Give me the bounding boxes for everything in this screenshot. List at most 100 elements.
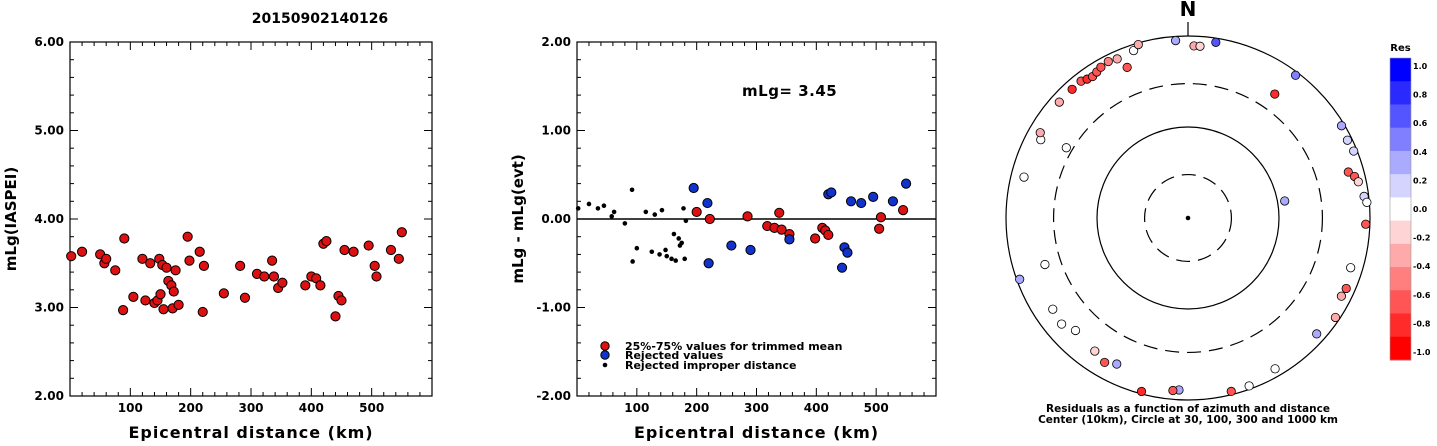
station-point — [1061, 143, 1071, 153]
data-point — [742, 211, 753, 222]
station-point — [1096, 62, 1106, 72]
data-point — [194, 246, 205, 257]
station-point — [1343, 167, 1353, 177]
data-point — [76, 246, 88, 257]
station-point — [1168, 385, 1178, 396]
data-point — [784, 234, 795, 245]
data-point — [363, 240, 374, 251]
station-point — [1103, 56, 1113, 67]
x-tick-label: 100 — [624, 401, 649, 415]
x-axis-label: Epicentral distance (km) — [634, 423, 879, 441]
data-point — [575, 206, 581, 211]
data-point — [683, 218, 689, 224]
data-point — [664, 253, 670, 259]
x-axis-label: Epicentral distance (km) — [128, 423, 373, 441]
range-ring — [1143, 173, 1233, 263]
data-point — [842, 247, 853, 258]
station-point — [1048, 304, 1058, 314]
x-tick-label: 400 — [804, 401, 829, 415]
data-point — [348, 246, 359, 257]
station-point — [1336, 121, 1347, 131]
station-point — [1330, 312, 1341, 323]
x-tick-label: 100 — [118, 401, 143, 415]
data-point — [688, 182, 699, 194]
data-point — [679, 240, 685, 246]
station-point — [1129, 45, 1139, 56]
data-point — [663, 247, 668, 253]
station-point — [1280, 196, 1290, 206]
data-point — [300, 280, 311, 291]
data-point — [197, 306, 208, 318]
x-tick-label: 500 — [359, 401, 384, 415]
station-point — [1290, 70, 1301, 80]
data-point — [158, 304, 169, 315]
y-tick-label: 3.00 — [34, 301, 64, 315]
data-point — [184, 255, 195, 266]
colorbar-title: Res — [1390, 43, 1410, 54]
colorbar-tick-label: -0.2 — [1413, 234, 1431, 243]
x-tick-label: 200 — [178, 401, 203, 415]
residual-panel: 100 200 300 400 500 2.00 1.00 0.00 -1.00 -2.00 Epi… — [509, 35, 937, 442]
data-point — [145, 258, 156, 269]
station-point — [1133, 40, 1143, 50]
y-tick-label: 2.00 — [541, 35, 571, 49]
data-point — [669, 256, 674, 262]
station-point — [1070, 325, 1081, 336]
colorbar-tick-label: 1.0 — [1413, 62, 1428, 71]
caption-line: Residuals as a function of azimuth and d… — [1046, 403, 1330, 415]
data-point — [745, 244, 756, 256]
y-tick-label: 2.00 — [34, 389, 64, 403]
data-point — [673, 258, 679, 263]
x-tick-label: 200 — [684, 401, 709, 415]
azimuth-panel: N Residuals as a function of azimuth and … — [1005, 0, 1372, 426]
colorbar-segment — [1390, 290, 1411, 315]
station-point — [1341, 283, 1351, 294]
range-ring — [1005, 35, 1371, 401]
colorbar-tick-label: -0.6 — [1413, 291, 1431, 300]
station-point — [1346, 263, 1356, 273]
data-point — [315, 280, 326, 291]
data-point — [726, 240, 737, 251]
data-point — [277, 277, 288, 288]
station-point — [1362, 197, 1372, 207]
data-point — [330, 311, 341, 322]
colorbar-frame — [1389, 57, 1412, 361]
y-axis-label: mLg(IASPEI) — [2, 167, 20, 271]
x-tick-label: 400 — [299, 401, 324, 415]
station-point — [1035, 128, 1045, 138]
data-point — [218, 288, 229, 299]
colorbar-segment — [1390, 220, 1411, 245]
station-point — [1100, 357, 1110, 368]
legend-label: Rejected values — [625, 349, 724, 362]
colorbar-segment — [1390, 336, 1411, 361]
data-point — [101, 253, 112, 264]
plot-frame — [69, 41, 433, 397]
range-ring — [1052, 82, 1324, 354]
data-point — [691, 206, 702, 218]
station-point — [1349, 146, 1359, 156]
y-axis-label: mLg - mLg(evt) — [509, 154, 527, 283]
y-tick-label: 5.00 — [34, 124, 64, 138]
data-point — [393, 253, 404, 264]
station-point — [1019, 172, 1029, 182]
station-point — [1270, 89, 1280, 99]
colorbar-segment — [1390, 243, 1411, 268]
station-point — [1211, 37, 1221, 47]
station-point — [1226, 386, 1236, 396]
data-point — [182, 231, 193, 242]
station-point — [1015, 274, 1025, 284]
station-point — [1195, 41, 1205, 51]
data-point — [671, 231, 677, 237]
data-point — [776, 224, 787, 235]
colorbar-tick-label: 0.4 — [1413, 148, 1428, 157]
data-point — [198, 260, 210, 272]
x-tick-label: 500 — [864, 401, 889, 415]
figure-title: 20150902140126 — [252, 11, 388, 27]
colorbar-tick-label: 0.6 — [1413, 119, 1428, 128]
colorbar-tick-label: 0.2 — [1413, 176, 1427, 185]
data-point — [173, 299, 184, 310]
legend-marker — [600, 341, 610, 351]
data-point — [117, 305, 129, 316]
legend-label: Rejected improper distance — [625, 359, 796, 372]
